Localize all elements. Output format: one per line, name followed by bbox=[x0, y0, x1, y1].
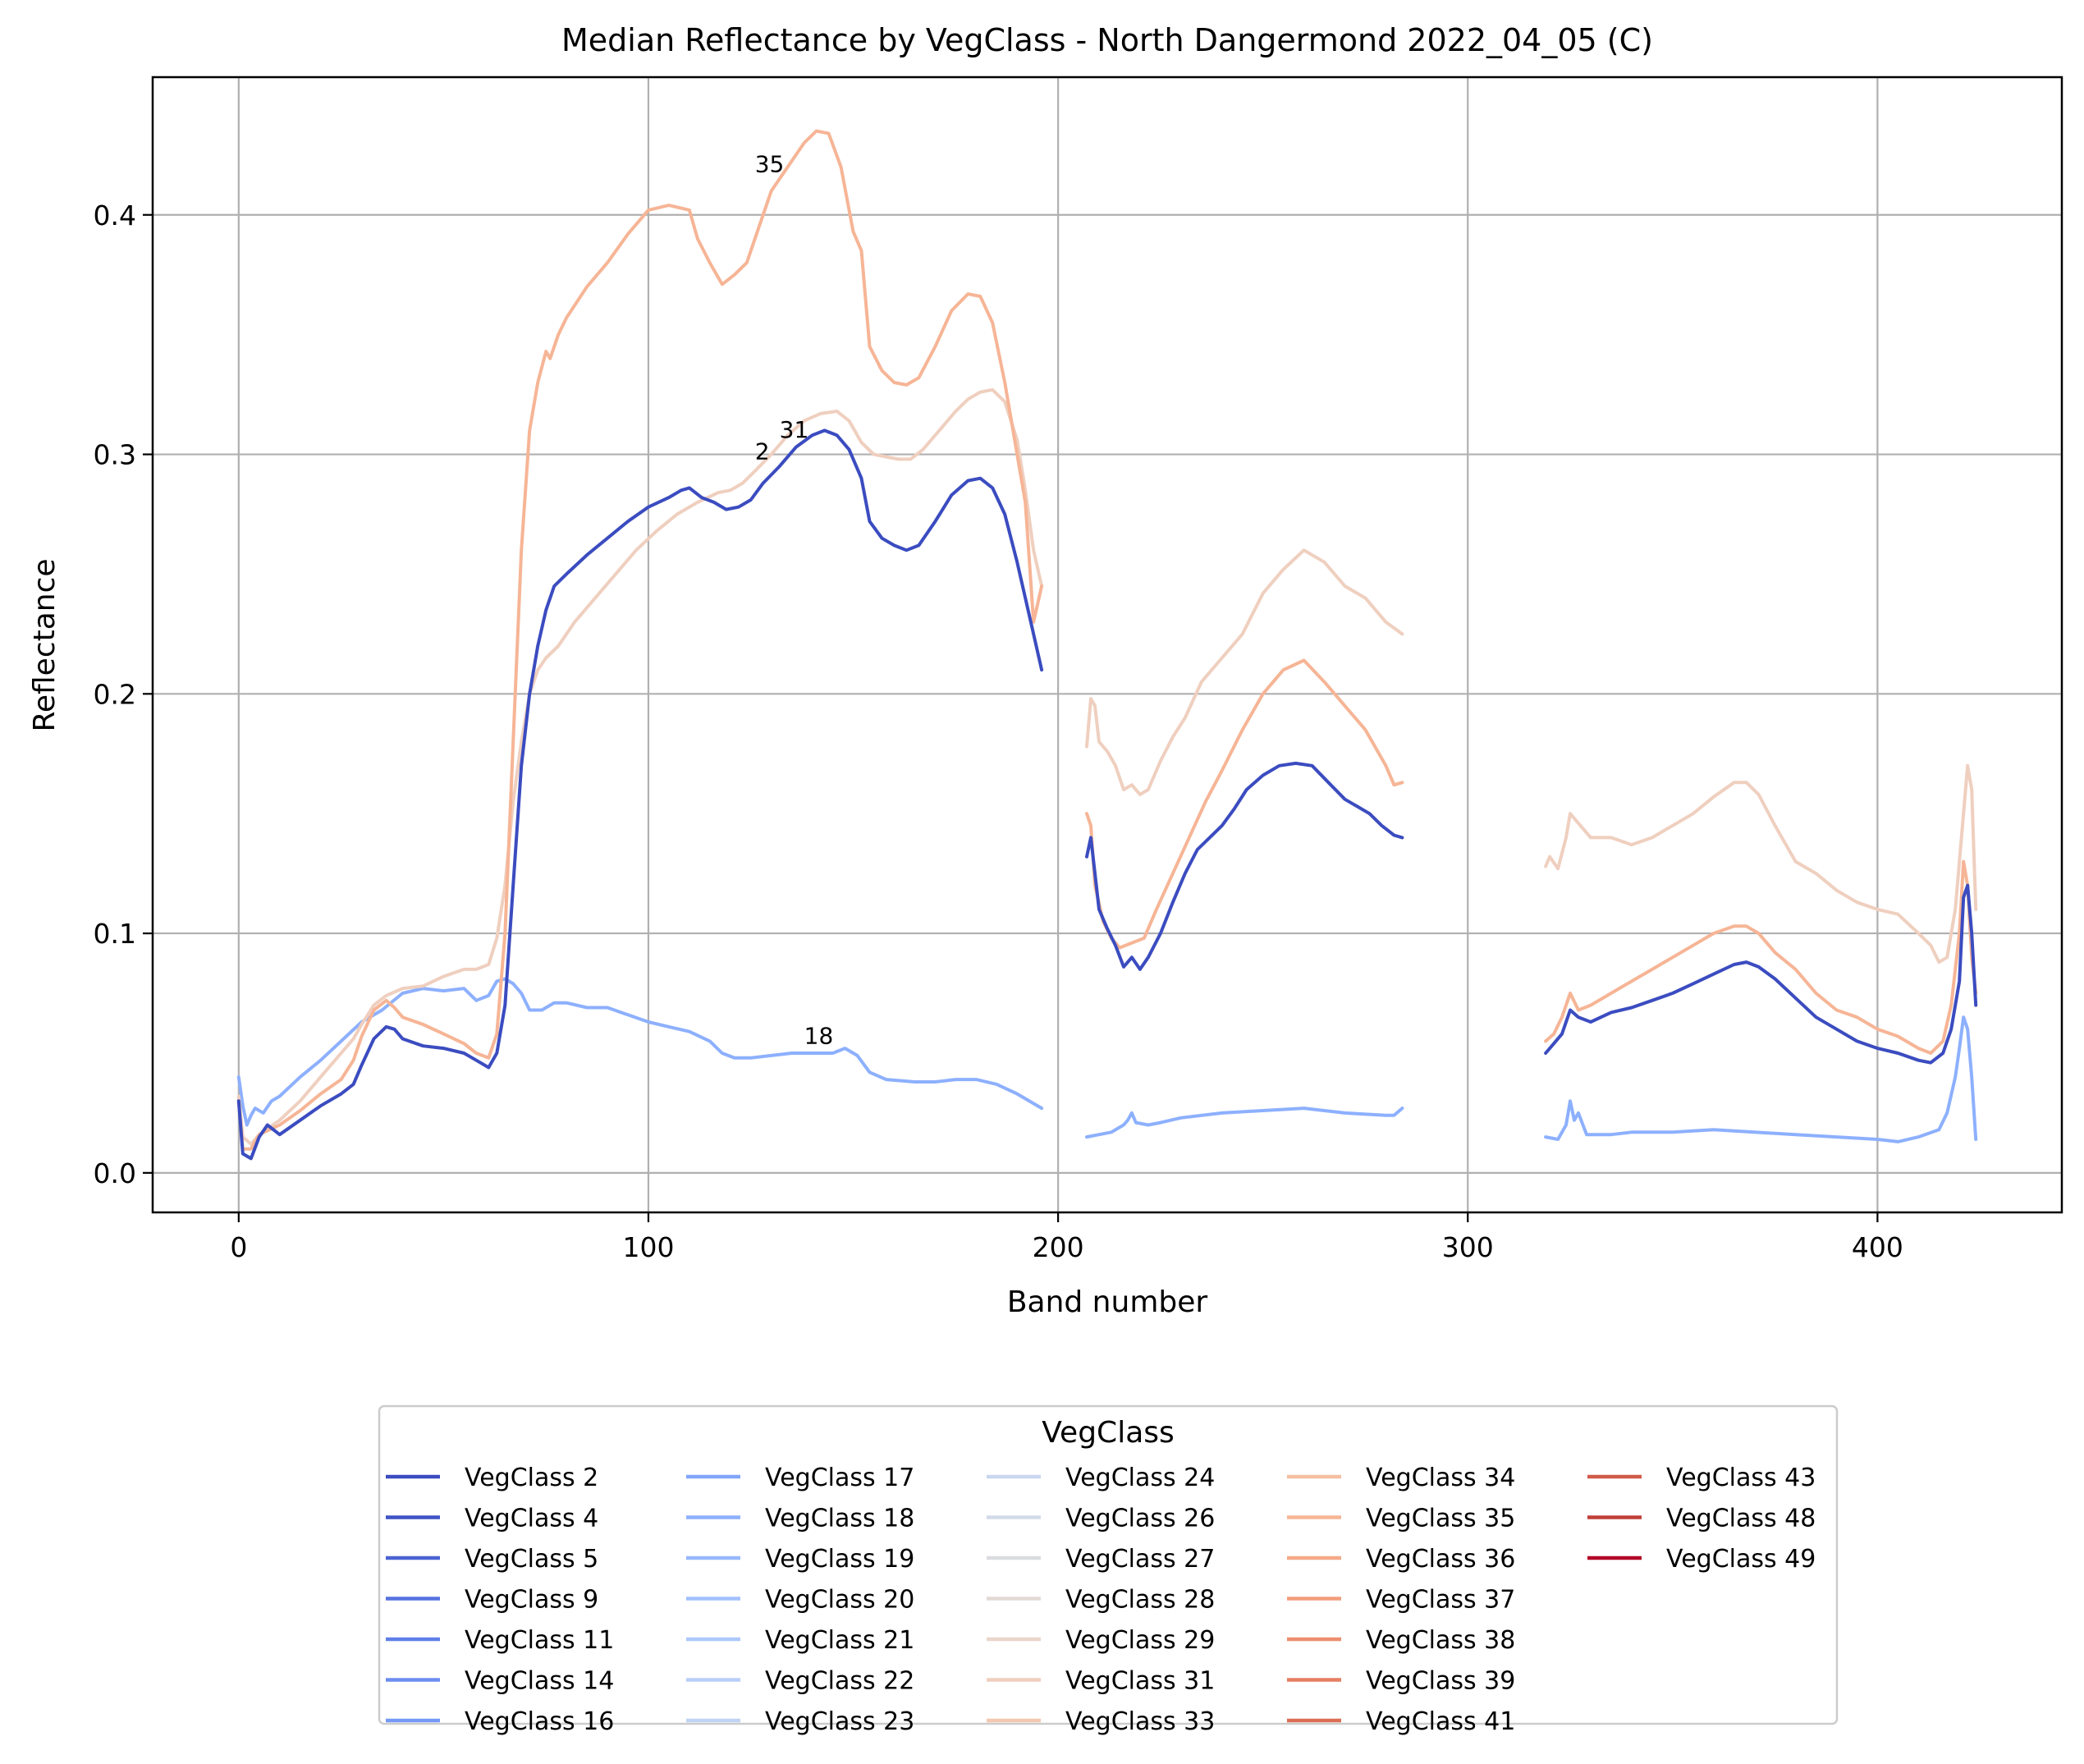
legend-entry-label: VegClass 38 bbox=[1366, 1626, 1515, 1655]
legend-entry-label: VegClass 4 bbox=[465, 1505, 598, 1533]
y-tick-label: 0.1 bbox=[94, 918, 136, 950]
plot-frame bbox=[151, 76, 2063, 1214]
series-line-vegclass-2 bbox=[1544, 883, 1978, 1065]
x-axis-ticks: 0 100 200 300 400 bbox=[230, 1212, 1903, 1263]
legend-entry-label: VegClass 18 bbox=[765, 1505, 914, 1533]
series-line-vegclass-2 bbox=[1085, 761, 1404, 971]
chart-title: Median Reflectance by VegClass - North D… bbox=[561, 22, 1653, 58]
legend-entry-label: VegClass 35 bbox=[1366, 1505, 1515, 1533]
y-tick-label: 0.4 bbox=[94, 199, 136, 231]
legend-entry-label: VegClass 5 bbox=[465, 1545, 598, 1574]
series-annotation: 31 bbox=[780, 416, 809, 443]
legend-entry-label: VegClass 48 bbox=[1666, 1505, 1816, 1533]
legend-entry-label: VegClass 28 bbox=[1065, 1586, 1215, 1615]
legend-entry-label: VegClass 49 bbox=[1666, 1545, 1816, 1574]
legend-entry-label: VegClass 29 bbox=[1065, 1626, 1215, 1655]
legend-entry-label: VegClass 21 bbox=[765, 1626, 914, 1655]
legend-entry-label: VegClass 33 bbox=[1065, 1707, 1215, 1736]
legend-entry-label: VegClass 22 bbox=[765, 1667, 914, 1696]
series-line-vegclass-2 bbox=[236, 428, 1044, 1161]
x-axis-label: Band number bbox=[1007, 1285, 1208, 1319]
legend-entries: VegClass 2 VegClass 4 VegClass 5 VegClass 9… bbox=[386, 1464, 1816, 1736]
series-line-vegclass-18 bbox=[1544, 1015, 1978, 1143]
legend-entry-label: VegClass 39 bbox=[1366, 1667, 1515, 1696]
legend-entry-label: VegClass 16 bbox=[465, 1707, 614, 1736]
series-line-vegclass-31 bbox=[236, 387, 1044, 1146]
legend-box bbox=[378, 1404, 1839, 1725]
y-axis-ticks: 0.0 0.1 0.2 0.3 0.4 bbox=[94, 199, 153, 1189]
legend-entry-label: VegClass 24 bbox=[1065, 1464, 1215, 1492]
legend-entry-label: VegClass 43 bbox=[1666, 1464, 1816, 1492]
x-tick-label: 300 bbox=[1442, 1231, 1494, 1263]
y-axis-label: Reflectance bbox=[28, 558, 62, 731]
legend-entry-label: VegClass 36 bbox=[1366, 1545, 1515, 1574]
x-tick-label: 200 bbox=[1033, 1231, 1084, 1263]
plot-series bbox=[236, 129, 1978, 1161]
series-annotation: 18 bbox=[804, 1022, 834, 1049]
y-tick-label: 0.0 bbox=[94, 1157, 136, 1189]
series-line-vegclass-18 bbox=[236, 977, 1044, 1127]
y-tick-label: 0.2 bbox=[94, 678, 136, 710]
annotations: 35 31 2 18 bbox=[755, 150, 834, 1049]
series-annotation: 35 bbox=[755, 150, 785, 177]
legend-entry-label: VegClass 31 bbox=[1065, 1667, 1215, 1696]
legend-entry-label: VegClass 23 bbox=[765, 1707, 914, 1736]
x-tick-label: 0 bbox=[230, 1231, 247, 1263]
x-tick-label: 100 bbox=[622, 1231, 674, 1263]
legend-entry-label: VegClass 17 bbox=[765, 1464, 914, 1492]
series-line-vegclass-35 bbox=[1544, 859, 1978, 1055]
series-line-vegclass-31 bbox=[1085, 548, 1404, 796]
series-line-vegclass-35 bbox=[236, 129, 1044, 1151]
y-tick-label: 0.3 bbox=[94, 439, 136, 471]
legend-entry-label: VegClass 41 bbox=[1366, 1707, 1515, 1736]
legend-entry-label: VegClass 26 bbox=[1065, 1505, 1215, 1533]
legend-entry-label: VegClass 9 bbox=[465, 1586, 598, 1615]
legend-title: VegClass bbox=[1042, 1416, 1175, 1450]
series-line-vegclass-18 bbox=[1085, 1107, 1404, 1139]
grid bbox=[153, 77, 2062, 1212]
x-tick-label: 400 bbox=[1852, 1231, 1903, 1263]
legend-entry-label: VegClass 20 bbox=[765, 1586, 914, 1615]
legend-entry-label: VegClass 27 bbox=[1065, 1545, 1215, 1574]
legend-entry-label: VegClass 11 bbox=[465, 1626, 614, 1655]
legend-entry-label: VegClass 37 bbox=[1366, 1586, 1515, 1615]
legend-entry-label: VegClass 14 bbox=[465, 1667, 614, 1696]
series-annotation: 2 bbox=[755, 438, 770, 465]
legend-entry-label: VegClass 2 bbox=[465, 1464, 598, 1492]
legend-entry-label: VegClass 34 bbox=[1366, 1464, 1515, 1492]
legend-entry-label: VegClass 19 bbox=[765, 1545, 914, 1574]
series-line-vegclass-31 bbox=[1544, 763, 1978, 964]
